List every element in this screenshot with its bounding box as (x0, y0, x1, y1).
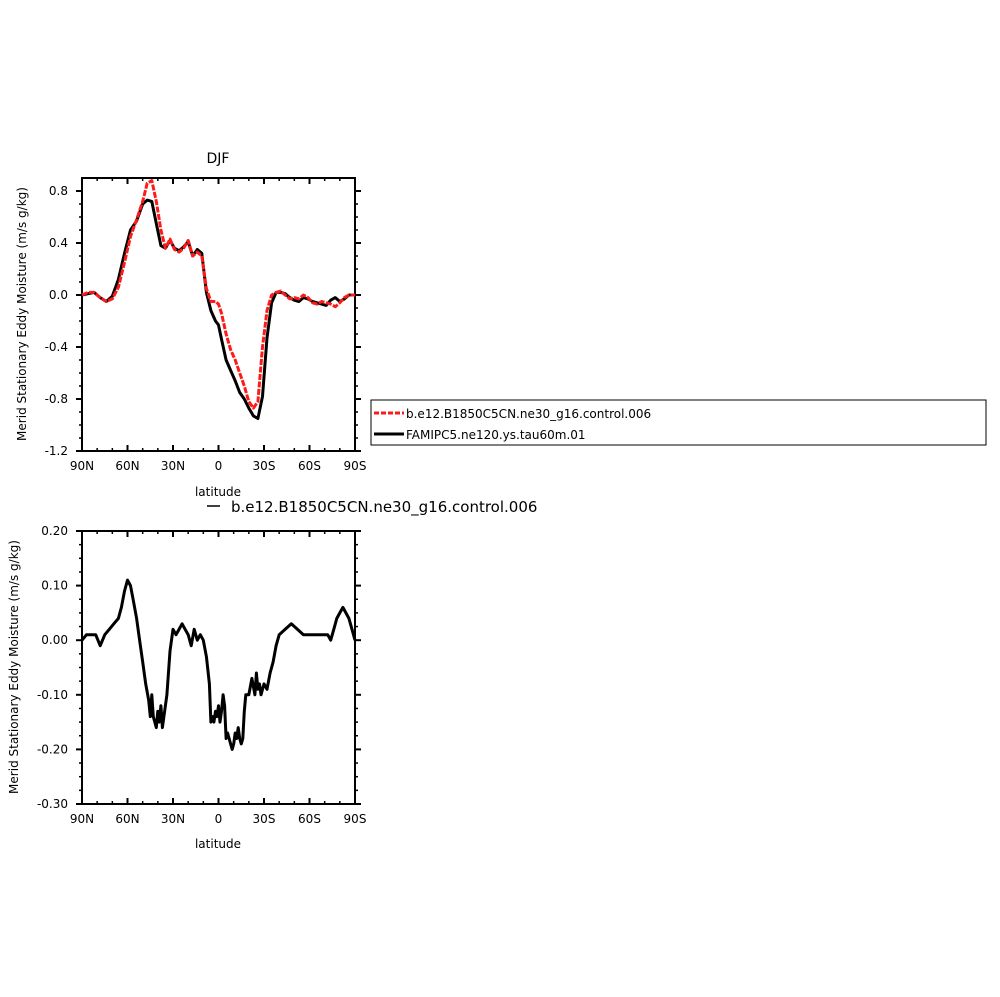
x-tick-label: 90S (344, 812, 367, 826)
axis-ticks: 90N 60N 30N 0 30S 60S 90S 0.20 0.10 0.00 -0.10 -0.2… (37, 524, 367, 826)
y-axis-label: Merid Stationary Eddy Moisture (m/s g/kg… (7, 540, 21, 794)
x-tick-label: 30S (253, 459, 276, 473)
y-tick-label: -0.30 (37, 797, 68, 811)
x-tick-label: 90N (70, 459, 94, 473)
x-tick-label: 60S (298, 812, 321, 826)
y-tick-label: -1.2 (45, 444, 68, 458)
x-tick-label: 30S (253, 812, 276, 826)
x-tick-label: 0 (215, 459, 223, 473)
plot-frame (81, 177, 356, 452)
y-tick-label: 0.0 (49, 288, 68, 302)
data-curves (80, 578, 357, 751)
y-tick-label: 0.8 (49, 184, 68, 198)
x-tick-label: 90S (344, 459, 367, 473)
x-tick-label: 60N (115, 459, 139, 473)
y-tick-label: 0.00 (41, 633, 68, 647)
x-tick-label: 60S (298, 459, 321, 473)
bottom-legend-text: b.e12.B1850C5CN.ne30_g16.control.006 (231, 498, 537, 517)
x-tick-label: 30N (161, 812, 185, 826)
x-tick-label: 30N (161, 459, 185, 473)
y-tick-label: 0.10 (41, 579, 68, 593)
y-tick-label: 0.4 (49, 236, 68, 250)
y-axis-label: Merid Stationary Eddy Moisture (m/s g/kg… (15, 187, 29, 441)
bottom-legend: b.e12.B1850C5CN.ne30_g16.control.006 (207, 498, 537, 517)
x-tick-label: 90N (70, 812, 94, 826)
y-tick-label: -0.10 (37, 688, 68, 702)
legend-label-famip: FAMIPC5.ne120.ys.tau60m.01 (406, 428, 586, 442)
top-panel: DJF latitude Merid Stationary Eddy Moist… (15, 151, 366, 499)
x-axis-label: latitude (195, 485, 241, 499)
x-tick-label: 60N (115, 812, 139, 826)
data-curves (81, 179, 355, 420)
legend-box (370, 399, 987, 446)
plot-frame (81, 530, 356, 805)
x-axis-label: latitude (195, 837, 241, 851)
legend-label-control: b.e12.B1850C5CN.ne30_g16.control.006 (406, 407, 651, 421)
series-line (80, 578, 357, 751)
chart-title: DJF (207, 151, 230, 167)
x-tick-label: 0 (215, 812, 223, 826)
series-line (81, 198, 355, 420)
axis-ticks: 90N 60N 30N 0 30S 60S 90S 0.8 0.4 0.0 -0.4 -0.8 -1.2 (45, 178, 367, 473)
y-tick-label: -0.20 (37, 742, 68, 756)
y-tick-label: 0.20 (41, 524, 68, 538)
bottom-panel: latitude Merid Stationary Eddy Moisture … (7, 524, 366, 851)
legend: b.e12.B1850C5CN.ne30_g16.control.006 FAM… (370, 399, 987, 446)
y-tick-label: -0.8 (45, 392, 68, 406)
y-tick-label: -0.4 (45, 340, 68, 354)
series-line (81, 179, 355, 410)
